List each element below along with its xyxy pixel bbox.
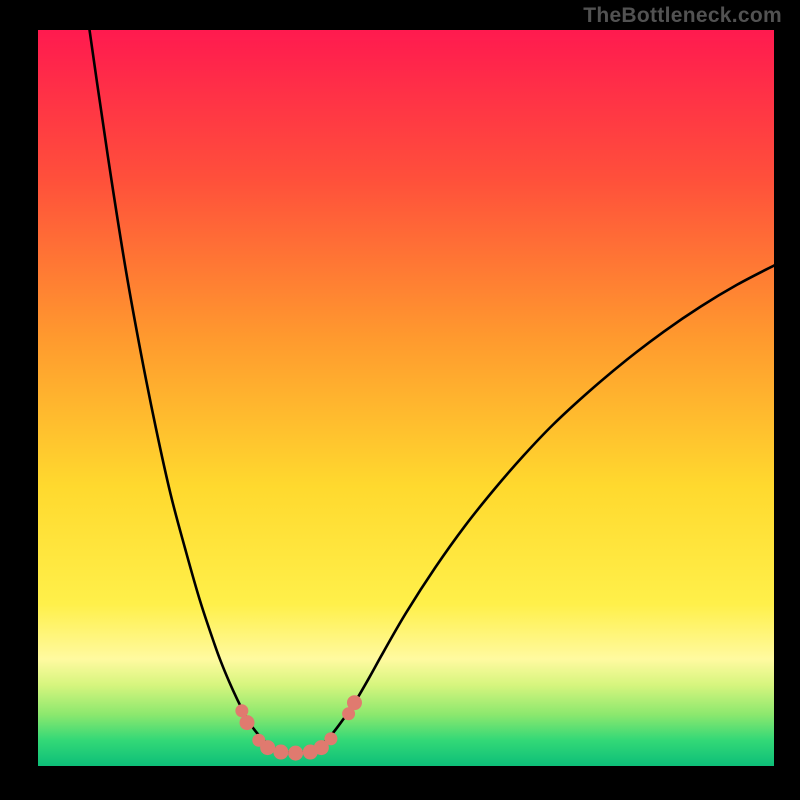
- chart-frame: TheBottleneck.com: [0, 0, 800, 800]
- bottleneck-curve-chart: [38, 30, 774, 766]
- curve-marker: [236, 705, 248, 717]
- curve-marker: [240, 716, 254, 730]
- curve-marker: [347, 696, 361, 710]
- curve-marker: [274, 745, 288, 759]
- curve-marker: [325, 733, 337, 745]
- curve-marker: [261, 741, 275, 755]
- curve-marker: [289, 746, 303, 760]
- watermark-text: TheBottleneck.com: [583, 4, 782, 28]
